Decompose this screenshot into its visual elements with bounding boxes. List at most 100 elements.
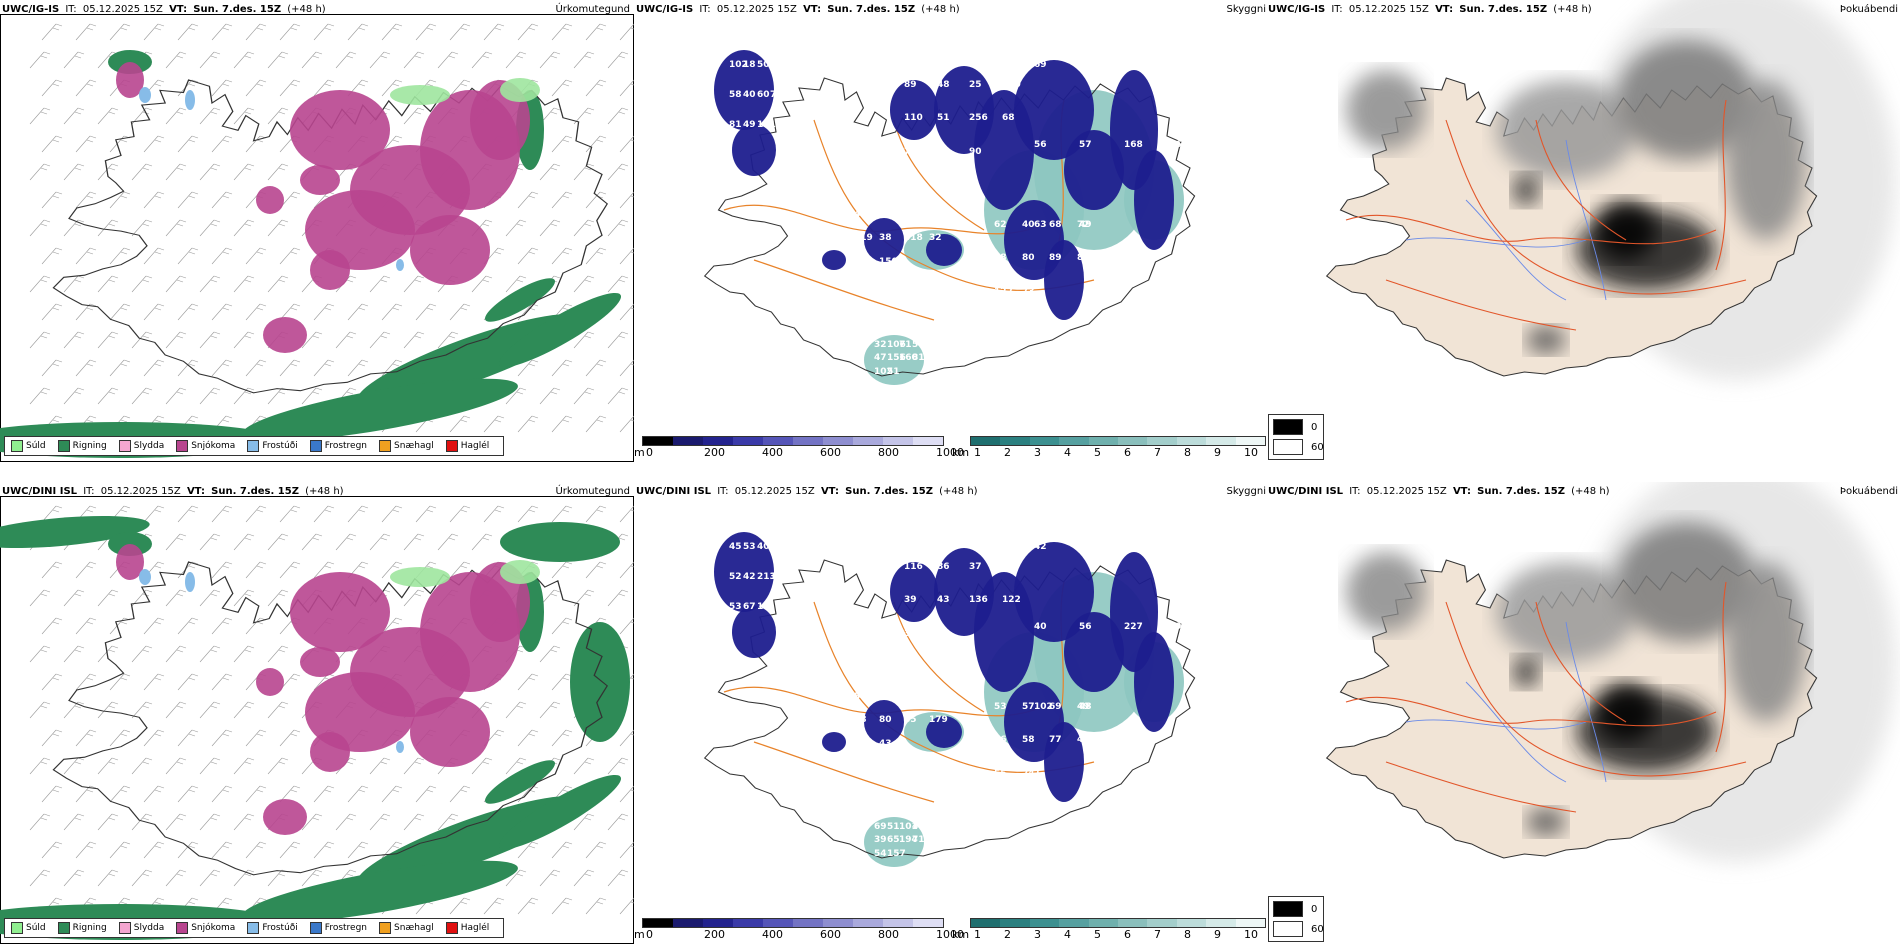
visibility-value-label: 55 (937, 629, 950, 639)
precip-legend-item: Frostúði (247, 440, 298, 452)
visibility-tick: 8 (1184, 928, 1191, 941)
visibility-value-label: 42 (1034, 542, 1047, 552)
panel-title: Skyggni (1226, 4, 1266, 15)
legend-swatch (445, 440, 458, 452)
visibility-value-label: 71 (912, 835, 925, 845)
precip-legend-item: Slydda (118, 440, 165, 452)
visibility-colorbar (970, 436, 1266, 446)
panel-title: Úrkomutegund (555, 486, 630, 497)
visibility-value-label: 39 (904, 595, 917, 605)
visibility-value-label: 110 (904, 113, 923, 123)
visibility-value-label: 53 (994, 702, 1007, 712)
visibility-tick: 3 (1034, 446, 1041, 459)
visibility-value-label: 32 (929, 233, 942, 243)
visibility-value-label: 58 (1022, 735, 1035, 745)
ceiling-tick: 0 (646, 446, 653, 459)
visibility-value-label: 49 (1169, 622, 1182, 632)
legend-label: Slydda (133, 441, 165, 451)
visibility-value-label: 106 (887, 340, 906, 350)
legend-label: Rigning (72, 441, 107, 451)
legend-swatch (1273, 921, 1303, 937)
visibility-value-label: 71 (899, 340, 912, 350)
ceiling-tick: 200 (704, 928, 725, 941)
legend-swatch (118, 440, 131, 452)
panel-title: Úrkomutegund (555, 4, 630, 15)
legend-label: Haglél (460, 441, 490, 451)
visibility-value-label: 227 (1124, 622, 1143, 632)
model-name: UWC/IG-IS (1268, 4, 1326, 15)
legend-label: Súld (26, 441, 46, 451)
lead-time: (+48 h) (305, 486, 344, 497)
visibility-value-label: 40 (1022, 220, 1035, 230)
precip-legend-item: Haglél (445, 922, 490, 934)
visibility-value-label: 48 (1079, 702, 1092, 712)
visibility-value-label: 73 (1022, 287, 1035, 297)
visibility-value-label: 55 (994, 769, 1007, 779)
fog-map (1325, 482, 1896, 862)
precip-type-panel: UWC/IG-IS IT: 05.12.2025 15Z VT: Sun. 7.… (0, 0, 634, 462)
ceiling-colorbar (642, 918, 944, 928)
panel-header: UWC/DINI ISL IT: 05.12.2025 15Z VT: Sun.… (1268, 486, 1610, 497)
visibility-value-label: 156 (887, 353, 906, 363)
legend-swatch (1273, 901, 1303, 917)
visibility-value-label: 69 (1049, 702, 1062, 712)
visibility-value-label: 47 (874, 353, 887, 363)
visibility-tick: 5 (1094, 928, 1101, 941)
legend-swatch (176, 440, 189, 452)
visibility-value-label: 77 (1049, 735, 1062, 745)
visibility-value-label: 82 (854, 739, 867, 749)
valid-time: Sun. 7.des. 15Z (827, 4, 916, 15)
fog-legend: 0 60 (1268, 896, 1324, 942)
fog-map (1325, 0, 1896, 380)
valid-time: Sun. 7.des. 15Z (193, 4, 282, 15)
valid-time: Sun. 7.des. 15Z (1459, 4, 1548, 15)
visibility-tick: 2 (1004, 446, 1011, 459)
precip-legend: Súld Rigning Slydda Snjókoma Frostúði Frostre… (4, 436, 505, 456)
visibility-value-label: 16 (757, 602, 770, 612)
visibility-value-label: 41 (904, 692, 917, 702)
visibility-value-label: 157 (887, 849, 906, 859)
visibility-value-label: 256 (969, 113, 988, 123)
legend-label: Haglél (460, 923, 490, 933)
panel-title: Þokuábendi (1839, 486, 1898, 497)
precip-legend: Súld Rigning Slydda Snjókoma Frostúði Frostre… (4, 918, 505, 938)
visibility-value-label: 56 (1169, 140, 1182, 150)
lead-time: (+48 h) (287, 4, 326, 15)
model-name: UWC/IG-IS (636, 4, 694, 15)
legend-label: Snæhagl (394, 441, 434, 451)
visibility-value-label: 37 (969, 562, 982, 572)
panel-title: Þokuábendi (1839, 4, 1898, 15)
visibility-value-label: 53 (729, 602, 742, 612)
visibility-value-label: 55 (1169, 542, 1182, 552)
visibility-scale: km 1 2 3 4 5 6 7 8 9 10 (952, 916, 1268, 942)
ceiling-tick: 600 (820, 446, 841, 459)
visibility-value-label: 51 (887, 367, 900, 377)
visibility-value-label: 40 (743, 90, 756, 100)
legend-swatch (118, 922, 131, 934)
panel-header: UWC/DINI ISL IT: 05.12.2025 15Z VT: Sun.… (636, 486, 978, 497)
fog-legend: 0 60 (1268, 414, 1324, 460)
visibility-tick: 1 (974, 928, 981, 941)
visibility-tick: 4 (1064, 446, 1071, 459)
visibility-value-label: 56 (1034, 140, 1047, 150)
model-name: UWC/DINI ISL (1268, 486, 1344, 497)
precip-legend-item: Rigning (57, 440, 107, 452)
legend-label: Frostregn (324, 441, 368, 451)
ceiling-tick: 0 (646, 928, 653, 941)
legend-swatch (379, 922, 392, 934)
legend-label: Slydda (133, 923, 165, 933)
visibility-tick: 9 (1214, 446, 1221, 459)
visibility-value-label: 49 (1124, 542, 1137, 552)
ceiling-colorbar (642, 436, 944, 446)
issue-time: 05.12.2025 15Z (82, 4, 163, 15)
visibility-value-label: 89 (904, 80, 917, 90)
visibility-value-label: 68 (1002, 113, 1015, 123)
visibility-value-label: 45 (729, 542, 742, 552)
panel-title: Skyggni (1226, 486, 1266, 497)
visibility-value-label: 57 (1079, 140, 1092, 150)
visibility-value-label: 42 (854, 210, 867, 220)
visibility-value-label: 51 (937, 113, 950, 123)
visibility-value-label: 75 (770, 90, 783, 100)
legend-label: Súld (26, 923, 46, 933)
visibility-scale: km 1 2 3 4 5 6 7 8 9 10 (952, 434, 1268, 460)
